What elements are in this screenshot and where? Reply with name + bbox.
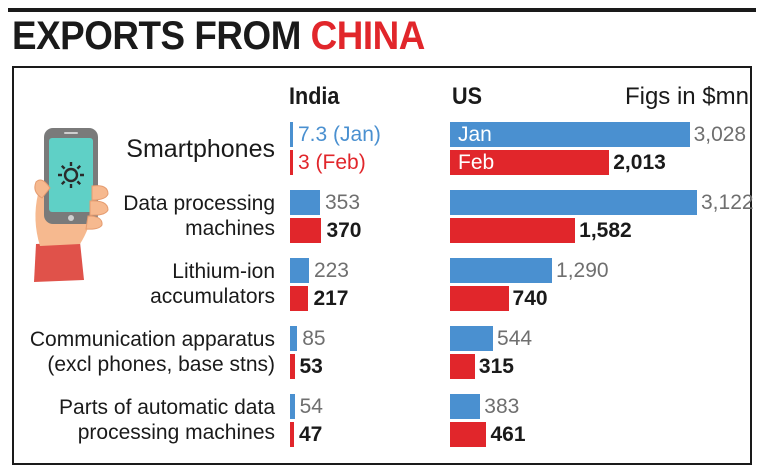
category-label: Lithium-ion accumulators xyxy=(150,259,275,309)
us-bar-jan xyxy=(450,394,481,419)
india-value-label-feb: 217 xyxy=(313,287,349,310)
india-bar-jan xyxy=(290,190,320,215)
us-value-label-feb: 2,013 xyxy=(613,151,666,174)
smartphone-icon xyxy=(34,128,109,282)
india-column-header: India xyxy=(289,83,340,110)
india-bar-feb xyxy=(290,150,293,175)
india-value-label-feb: 53 xyxy=(299,355,323,378)
us-value-label-feb: 461 xyxy=(490,423,526,446)
us-bar-jan xyxy=(450,326,494,351)
us-value-label-feb: 315 xyxy=(478,355,514,378)
india-value-label-feb: 370 xyxy=(326,219,362,242)
india-bar-jan xyxy=(290,326,298,351)
india-value-label-jan: 223 xyxy=(313,259,349,282)
us-bar-feb xyxy=(450,354,475,379)
india-bar-jan xyxy=(290,258,309,283)
us-bar-feb xyxy=(450,218,576,243)
category-label-line: accumulators xyxy=(150,285,275,308)
us-value-label-jan: 3,028 xyxy=(693,123,747,146)
india-bar-jan xyxy=(290,394,295,419)
top-rule xyxy=(8,8,756,12)
us-bar-feb xyxy=(450,150,610,175)
india-value-label-jan: 353 xyxy=(325,191,361,214)
india-value-label-feb: 3 (Feb) xyxy=(298,151,366,174)
us-column-header: US xyxy=(452,83,483,110)
category-label: Parts of automatic data processing machin… xyxy=(59,395,275,445)
india-value-label-jan: 7.3 (Jan) xyxy=(298,123,381,146)
category-label-line: machines xyxy=(185,217,275,240)
us-bar-feb xyxy=(450,422,487,447)
title-part-1: EXPORTS FROM xyxy=(12,14,301,58)
category-label: Smartphones xyxy=(126,135,275,163)
us-value-label-jan: 544 xyxy=(497,327,533,350)
category-label: Data processing machines xyxy=(123,191,275,241)
us-value-label-jan: 1,290 xyxy=(556,259,609,282)
us-value-label-feb: 1,582 xyxy=(579,219,632,242)
india-bar-feb xyxy=(290,422,294,447)
us-bar-jan xyxy=(450,258,553,283)
us-legend-feb: Feb xyxy=(458,151,495,174)
category-label-line: processing machines xyxy=(77,421,275,444)
india-bar-feb xyxy=(290,354,295,379)
title-part-2: CHINA xyxy=(310,14,426,58)
india-bar-feb xyxy=(290,286,309,311)
page-title: EXPORTS FROM CHINA xyxy=(12,14,425,58)
category-label-line: Parts of automatic data xyxy=(59,396,275,419)
category-label-line: Data processing xyxy=(123,192,275,215)
category-label: Communication apparatus (excl phones, bas… xyxy=(30,327,275,377)
india-value-label-feb: 47 xyxy=(298,423,323,446)
units-label: Figs in $mn xyxy=(624,83,749,110)
india-bar-jan xyxy=(290,122,293,147)
chart-frame xyxy=(12,66,752,465)
category-label-line: Communication apparatus xyxy=(29,328,275,351)
category-label-line: Lithium-ion xyxy=(172,260,275,283)
us-value-label-jan: 383 xyxy=(484,395,520,418)
category-label-line: Smartphones xyxy=(126,135,275,163)
us-value-label-feb: 740 xyxy=(512,287,548,310)
india-value-label-jan: 54 xyxy=(299,395,323,418)
us-bar-jan xyxy=(450,122,690,147)
us-value-label-jan: 3,122 xyxy=(701,191,754,214)
india-bar-feb xyxy=(290,218,322,243)
us-bar-jan xyxy=(450,190,697,215)
india-value-label-jan: 85 xyxy=(302,327,326,350)
category-label-line: (excl phones, base stns) xyxy=(47,353,275,376)
us-bar-feb xyxy=(450,286,509,311)
us-legend-jan: Jan xyxy=(458,123,492,146)
